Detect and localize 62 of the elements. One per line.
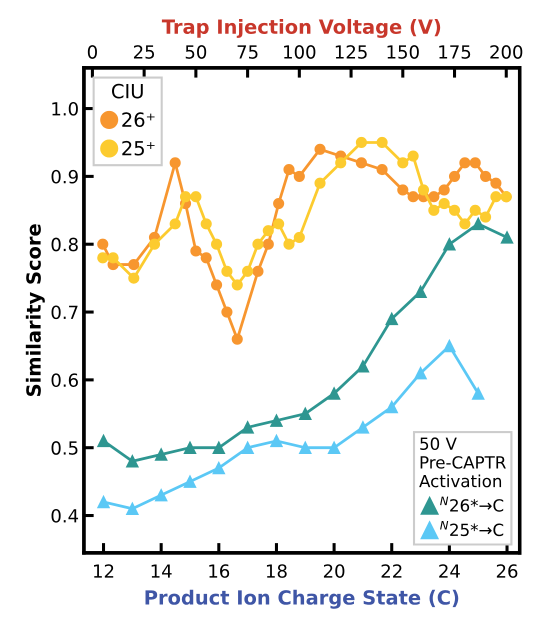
point <box>126 455 139 468</box>
legend-label: 25⁺ <box>122 140 155 156</box>
x2-tick-label: 175 <box>439 45 470 59</box>
point <box>328 387 340 400</box>
point <box>356 360 370 373</box>
point <box>299 408 312 420</box>
x2-tick-label: 0 <box>88 45 97 59</box>
legend-label: $^{N}$25*→C <box>440 521 504 536</box>
y-tick-label: 0.9 <box>52 170 78 184</box>
text: CIU <box>112 84 143 98</box>
x-tick-label: 26 <box>496 564 518 578</box>
point <box>299 441 312 454</box>
x-tick-label: 14 <box>152 564 172 578</box>
x2-tick-label: 75 <box>238 45 258 59</box>
point <box>500 231 514 244</box>
point <box>241 421 254 434</box>
x2-tick-label: 125 <box>336 45 367 59</box>
point <box>443 340 456 352</box>
point <box>241 441 254 454</box>
x-tick-label: 12 <box>94 564 114 578</box>
point <box>385 312 398 326</box>
point <box>97 434 110 448</box>
point <box>212 441 226 454</box>
x-tick-label: 20 <box>324 564 344 578</box>
point <box>184 441 196 454</box>
legend-label: 26⁺ <box>122 112 155 128</box>
x-tick-label: 24 <box>439 564 460 578</box>
x2-tick-label: 150 <box>388 45 419 59</box>
x-axis-title: Product Ion Charge State (C) <box>146 590 458 609</box>
x-tick-label: 18 <box>266 564 287 578</box>
x2-tick-label: 25 <box>134 45 154 59</box>
point <box>126 502 139 515</box>
point <box>472 387 484 400</box>
text: 50 V Pre-CAPTR Activation <box>419 437 506 488</box>
x2-tick-label: 200 <box>490 45 522 59</box>
point <box>443 238 456 250</box>
x2-axis-title: Trap Injection Voltage (V) <box>162 18 440 38</box>
x2-tick-label: 100 <box>284 45 316 59</box>
y-tick-label: 0.6 <box>52 373 78 387</box>
y-tick-label: 0.7 <box>52 306 78 320</box>
y-tick-label: 0.5 <box>52 441 78 455</box>
y-tick-label: 1.0 <box>52 102 78 116</box>
y-axis-title: Similarity Score <box>26 224 45 396</box>
point <box>472 218 484 230</box>
point <box>356 421 370 434</box>
x-tick-label: 22 <box>382 564 402 578</box>
point <box>154 448 168 461</box>
point <box>184 475 196 488</box>
point <box>414 366 427 380</box>
point <box>154 488 168 502</box>
x-tick-label: 16 <box>209 564 230 578</box>
x2-tick-label: 50 <box>186 45 206 59</box>
y-tick-label: 0.4 <box>52 508 78 523</box>
point <box>270 414 283 427</box>
legend-label: $^{N}$26*→C <box>440 496 504 512</box>
point <box>97 496 110 508</box>
point <box>270 434 283 448</box>
point <box>212 462 226 474</box>
point <box>385 400 398 414</box>
point <box>414 285 427 298</box>
point <box>328 441 340 454</box>
y-tick-label: 0.8 <box>52 238 78 252</box>
